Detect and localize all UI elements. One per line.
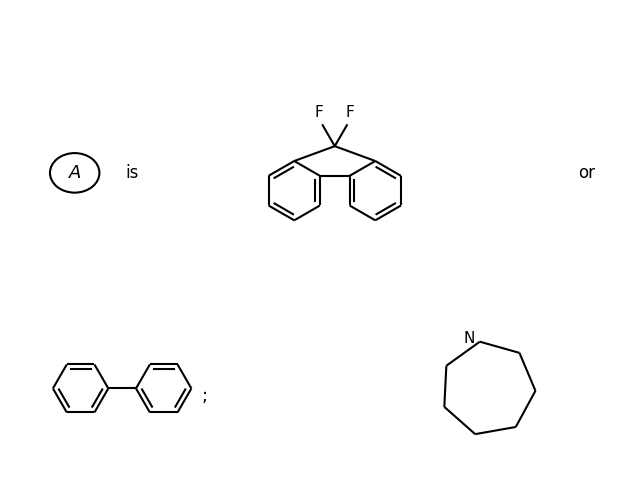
Text: or: or [578,164,595,182]
Text: A: A [68,164,81,182]
Text: N: N [463,331,475,346]
Text: F: F [346,106,355,120]
Text: F: F [315,106,323,120]
Text: is: is [126,164,139,182]
Text: ;: ; [201,388,207,406]
